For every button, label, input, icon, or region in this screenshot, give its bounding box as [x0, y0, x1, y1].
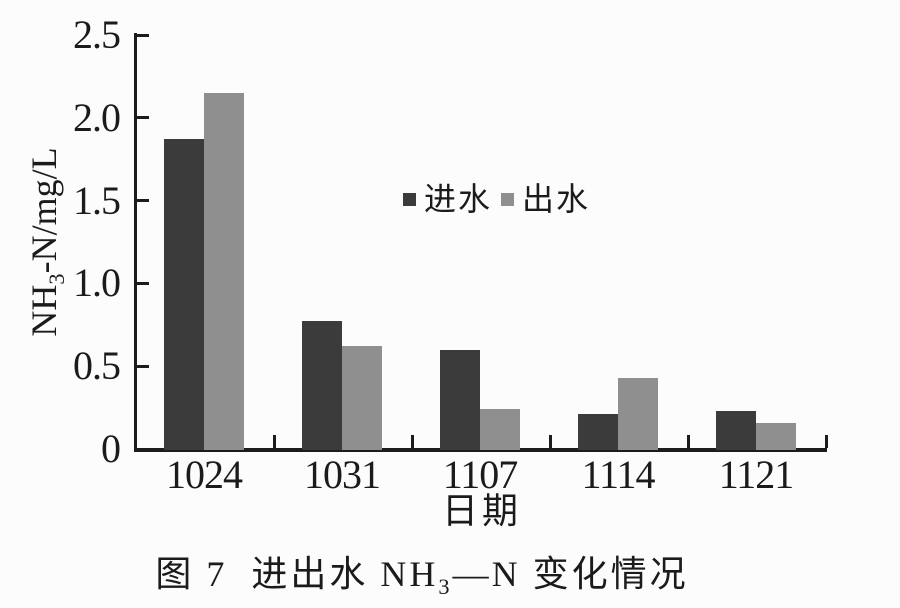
- x-category-label: 1114: [581, 452, 655, 497]
- legend-label-inflow: 进水: [424, 181, 493, 217]
- bar-inflow-1121: [716, 410, 756, 450]
- y-tick-label: 2.5: [73, 12, 121, 57]
- caption-number: 图 7: [155, 554, 228, 594]
- figure-caption: 图 7 进出水 NH3—N 变化情况: [0, 545, 844, 600]
- legend-label-outflow: 出水: [522, 181, 591, 217]
- x-axis-line: [134, 448, 827, 452]
- y-tick-label: 1.0: [73, 260, 121, 306]
- x-category-label: 1024: [166, 452, 243, 497]
- caption-text-before-sub: 进出水 NH: [251, 554, 439, 594]
- x-category-label: 1121: [718, 452, 795, 497]
- legend-entry-inflow: 进水: [403, 183, 492, 215]
- y-tick-mark: [137, 199, 149, 203]
- bar-inflow-1031: [302, 321, 342, 450]
- y-tick-mark: [137, 364, 149, 368]
- y-tick-label: 0: [101, 426, 121, 471]
- x-axis-title: 日期: [441, 491, 522, 531]
- bar-outflow-1121: [756, 422, 796, 450]
- y-tick-label: 1.5: [73, 177, 121, 223]
- y-tick-label: 0.5: [73, 343, 121, 389]
- bar-inflow-1107: [440, 349, 480, 450]
- x-tick-mark: [687, 435, 690, 448]
- y-tick-label: 2.0: [73, 94, 121, 140]
- x-tick-mark: [411, 435, 414, 448]
- y-axis-line: [134, 33, 137, 452]
- bar-inflow-1024: [164, 139, 204, 450]
- y-tick-mark: [137, 33, 149, 37]
- x-tick-mark: [273, 435, 276, 448]
- bar-outflow-1031: [342, 346, 382, 450]
- y-tick-mark: [137, 116, 149, 120]
- bar-outflow-1114: [618, 377, 658, 450]
- x-category-label: 1107: [442, 452, 519, 497]
- y-tick-mark: [137, 281, 149, 285]
- chart-legend: 进水 出水: [403, 183, 599, 215]
- x-tick-mark: [825, 435, 828, 448]
- legend-swatch-inflow: [403, 192, 416, 206]
- bar-outflow-1107: [480, 409, 520, 450]
- x-tick-mark: [549, 435, 552, 448]
- x-category-label: 1031: [304, 452, 381, 497]
- legend-entry-outflow: 出水: [501, 183, 590, 215]
- caption-subscript: 3: [438, 574, 453, 600]
- legend-swatch-outflow: [501, 192, 515, 206]
- bar-inflow-1114: [578, 414, 618, 450]
- caption-text-after-sub: —N 变化情况: [452, 554, 689, 594]
- bar-outflow-1024: [204, 92, 244, 450]
